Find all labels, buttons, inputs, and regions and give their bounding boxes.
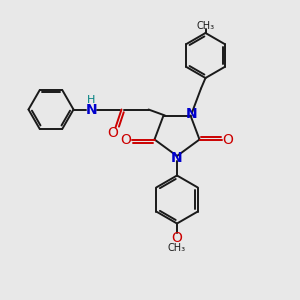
Text: O: O: [108, 126, 118, 140]
Text: H: H: [87, 95, 96, 105]
Text: O: O: [121, 133, 131, 146]
Text: CH₃: CH₃: [168, 243, 186, 253]
Text: O: O: [172, 232, 182, 245]
Text: N: N: [86, 103, 97, 116]
Text: CH₃: CH₃: [196, 21, 214, 32]
Text: N: N: [186, 107, 198, 121]
Text: O: O: [223, 133, 233, 146]
Text: N: N: [171, 151, 183, 164]
